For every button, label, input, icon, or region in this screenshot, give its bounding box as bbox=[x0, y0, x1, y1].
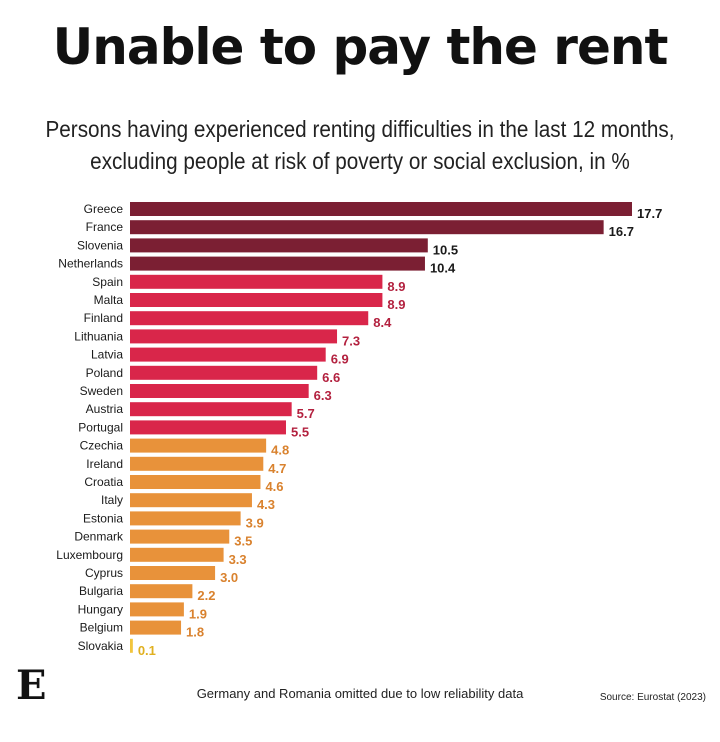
value-label: 16.7 bbox=[609, 224, 634, 239]
value-label: 6.3 bbox=[314, 388, 332, 403]
value-label: 1.8 bbox=[186, 625, 204, 640]
source-note: Source: Eurostat (2023) bbox=[599, 692, 706, 703]
bar bbox=[130, 329, 338, 344]
bar bbox=[130, 202, 632, 216]
category-label: Slovenia bbox=[77, 238, 123, 252]
value-label: 1.9 bbox=[189, 606, 207, 621]
bar bbox=[130, 220, 604, 235]
bar bbox=[130, 547, 224, 562]
category-label: Hungary bbox=[78, 602, 123, 616]
value-label: 5.5 bbox=[291, 424, 309, 439]
bar bbox=[130, 438, 267, 453]
bar bbox=[130, 584, 193, 599]
footnote: Germany and Romania omitted due to low r… bbox=[196, 686, 524, 701]
bar bbox=[130, 529, 230, 544]
bar bbox=[130, 311, 369, 326]
category-label: Finland bbox=[84, 311, 123, 325]
bar bbox=[130, 638, 133, 653]
value-label: 3.0 bbox=[220, 570, 238, 585]
value-label: 0.1 bbox=[138, 643, 156, 658]
category-label: Denmark bbox=[74, 530, 124, 544]
value-label: 4.6 bbox=[265, 479, 283, 494]
category-label: Malta bbox=[94, 293, 124, 307]
bar bbox=[130, 347, 326, 362]
value-label: 4.3 bbox=[257, 497, 275, 512]
category-label: Italy bbox=[101, 493, 123, 507]
value-label: 10.5 bbox=[433, 242, 458, 257]
category-label: Netherlands bbox=[58, 257, 123, 271]
subtitle-line-1: Persons having experienced renting diffi… bbox=[45, 116, 675, 142]
value-label: 17.7 bbox=[637, 206, 662, 221]
bar bbox=[130, 256, 425, 271]
category-label: Spain bbox=[92, 275, 123, 289]
publisher-logo: E bbox=[16, 662, 47, 709]
bar bbox=[130, 620, 182, 635]
subtitle-line-2: excluding people at risk of poverty or s… bbox=[90, 148, 630, 174]
value-label: 2.2 bbox=[197, 588, 215, 603]
bar bbox=[130, 402, 292, 417]
value-label: 7.3 bbox=[342, 333, 360, 348]
page-title: Unable to pay the rent bbox=[52, 18, 669, 76]
bar bbox=[130, 420, 286, 435]
category-label: Luxembourg bbox=[56, 548, 123, 562]
category-label: Latvia bbox=[91, 348, 123, 362]
category-label: Cyprus bbox=[85, 566, 123, 580]
category-label: Poland bbox=[86, 366, 123, 380]
category-label: Czechia bbox=[80, 439, 124, 453]
bar bbox=[130, 456, 264, 471]
bar bbox=[130, 384, 309, 398]
category-label: Portugal bbox=[78, 420, 123, 434]
bar bbox=[130, 475, 261, 489]
bar bbox=[130, 511, 241, 526]
bar bbox=[130, 602, 184, 617]
value-label: 5.7 bbox=[297, 406, 315, 421]
category-label: France bbox=[86, 220, 124, 234]
category-label: Greece bbox=[84, 202, 124, 216]
bar bbox=[130, 274, 383, 289]
bar bbox=[130, 293, 383, 307]
value-label: 6.9 bbox=[331, 352, 349, 367]
bar bbox=[130, 493, 252, 508]
category-label: Lithuania bbox=[74, 329, 123, 343]
category-label: Slovakia bbox=[78, 639, 124, 653]
value-label: 8.9 bbox=[387, 279, 405, 294]
bar bbox=[130, 566, 216, 580]
category-label: Belgium bbox=[80, 621, 123, 635]
category-label: Sweden bbox=[80, 384, 123, 398]
value-label: 8.4 bbox=[373, 315, 392, 330]
bar bbox=[130, 238, 428, 253]
value-label: 3.3 bbox=[229, 552, 247, 567]
value-label: 4.8 bbox=[271, 443, 289, 458]
category-label: Austria bbox=[86, 402, 124, 416]
value-label: 6.6 bbox=[322, 370, 340, 385]
bar bbox=[130, 365, 318, 380]
value-label: 3.5 bbox=[234, 534, 252, 549]
value-label: 8.9 bbox=[387, 297, 405, 312]
value-label: 10.4 bbox=[430, 261, 456, 276]
category-label: Ireland bbox=[86, 457, 123, 471]
value-label: 4.7 bbox=[268, 461, 286, 476]
category-label: Bulgaria bbox=[79, 584, 123, 598]
category-label: Estonia bbox=[83, 511, 123, 525]
category-label: Croatia bbox=[84, 475, 123, 489]
value-label: 3.9 bbox=[246, 515, 264, 530]
